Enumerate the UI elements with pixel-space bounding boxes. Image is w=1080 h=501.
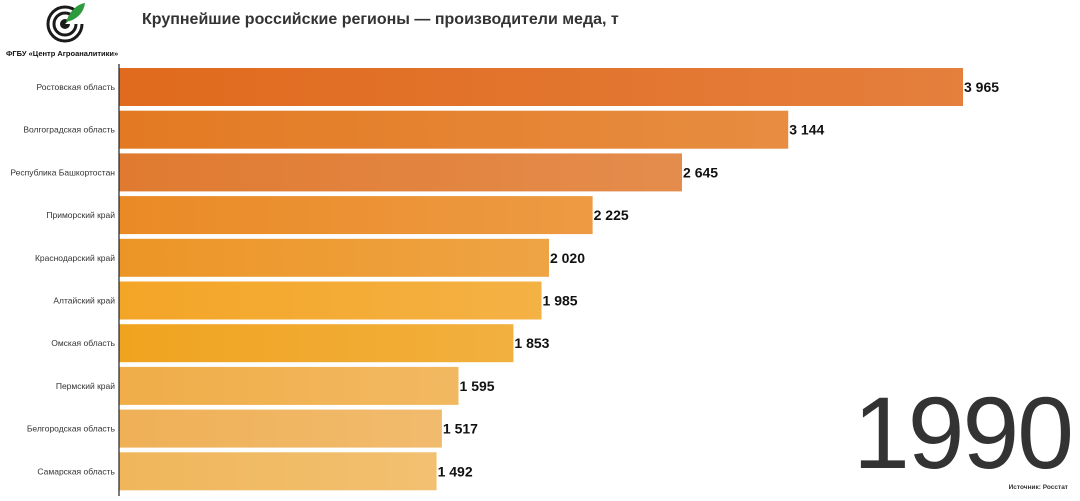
bar-3 bbox=[119, 196, 593, 235]
category-label: Ростовская область bbox=[36, 82, 115, 92]
category-label: Волгоградская область bbox=[23, 125, 115, 135]
chart-title: Крупнейшие российские регионы — производ… bbox=[142, 11, 619, 28]
category-label: Алтайский край bbox=[53, 296, 115, 306]
source-note: Источник: Росстат bbox=[1008, 484, 1068, 491]
value-label: 1 985 bbox=[543, 293, 578, 309]
year-label: 1990 bbox=[853, 376, 1074, 490]
bar-chart: Ростовская область 3 965 Волгоградская обл… bbox=[10, 64, 999, 496]
value-label: 2 225 bbox=[594, 207, 629, 223]
bar-7 bbox=[119, 366, 459, 405]
value-label: 3 965 bbox=[964, 79, 999, 95]
value-label: 2 020 bbox=[550, 250, 585, 266]
bar-6 bbox=[119, 324, 514, 363]
bar-4 bbox=[119, 238, 549, 277]
value-label: 2 645 bbox=[683, 164, 718, 180]
bar-1 bbox=[119, 110, 789, 149]
category-label: Омская область bbox=[51, 338, 115, 348]
bar-9 bbox=[119, 452, 437, 491]
category-label: Самарская область bbox=[37, 466, 115, 476]
bar-0 bbox=[119, 68, 963, 106]
bar-8 bbox=[119, 409, 442, 448]
category-label: Республика Башкортостан bbox=[10, 167, 115, 177]
category-label: Белгородская область bbox=[27, 424, 116, 434]
value-label: 1 492 bbox=[438, 463, 473, 479]
bar-5 bbox=[119, 281, 542, 320]
bar-2 bbox=[119, 153, 683, 192]
value-label: 3 144 bbox=[789, 122, 824, 138]
org-name: ФГБУ «Центр Агроаналитики» bbox=[6, 49, 119, 58]
value-label: 1 595 bbox=[460, 378, 495, 394]
value-label: 1 517 bbox=[443, 421, 478, 437]
value-label: 1 853 bbox=[514, 335, 549, 351]
agroanalytics-logo-icon bbox=[46, 3, 85, 43]
category-label: Краснодарский край bbox=[35, 253, 115, 263]
category-label: Пермский край bbox=[56, 381, 115, 391]
category-label: Приморский край bbox=[46, 210, 115, 220]
